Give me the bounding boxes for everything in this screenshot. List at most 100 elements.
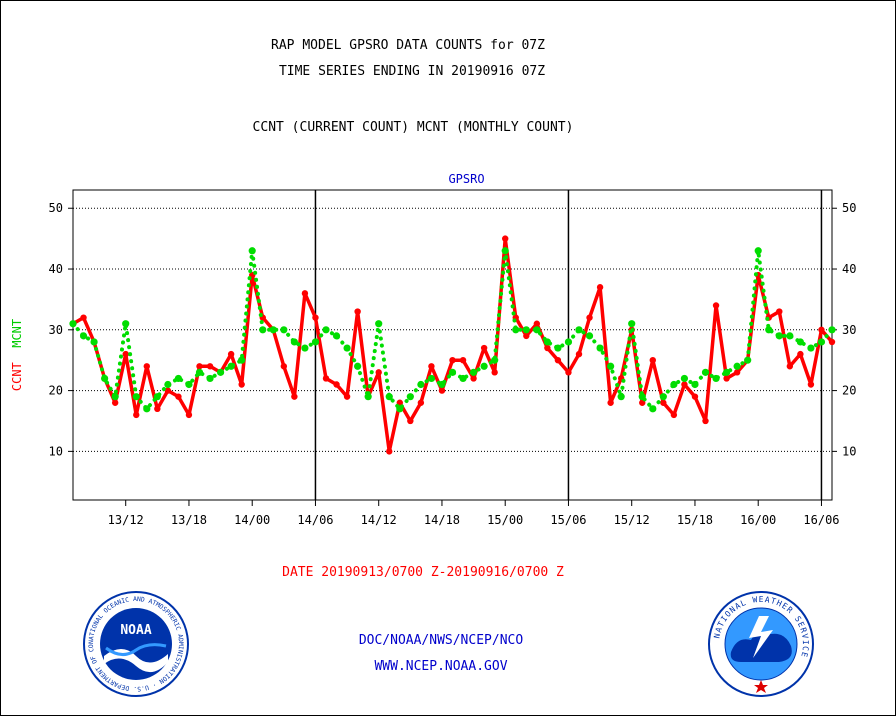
ccnt-point <box>712 302 720 309</box>
ccnt-series-line <box>72 236 834 454</box>
org-label: DOC/NOAA/NWS/NCEP/NCO <box>358 633 524 648</box>
mcnt-point <box>522 326 530 334</box>
ccnt-point <box>354 308 361 315</box>
ccnt-point <box>786 363 794 370</box>
mcnt-point <box>575 326 583 334</box>
ccnt-point <box>206 363 214 370</box>
ccnt-point <box>227 350 235 358</box>
mcnt-point <box>227 362 235 370</box>
mcnt-point <box>322 326 330 334</box>
chart-subtitle: CCNT (CURRENT COUNT) MCNT (MONTHLY COUNT… <box>252 120 574 135</box>
mcnt-point <box>701 368 710 376</box>
mcnt-point <box>248 247 256 255</box>
x-tick-label: 14/06 <box>297 513 333 527</box>
ccnt-point <box>502 235 509 242</box>
mcnt-point <box>417 380 425 389</box>
mcnt-point <box>564 338 573 346</box>
ccnt-point <box>533 320 541 327</box>
ccnt-point <box>343 393 351 400</box>
mcnt-point <box>406 393 414 401</box>
y-tick-label-right: 50 <box>842 201 856 215</box>
mcnt-point <box>659 393 667 401</box>
y-tick-label-left: 40 <box>49 262 63 276</box>
mcnt-point <box>533 326 541 334</box>
ccnt-point <box>596 284 604 291</box>
mcnt-point <box>543 338 551 346</box>
mcnt-point <box>185 380 193 389</box>
date-range-label: DATE 20190913/0700 Z-20190916/0700 Z <box>282 565 564 580</box>
ccnt-point <box>333 381 340 388</box>
mcnt-point <box>480 362 488 370</box>
mcnt-point <box>670 380 678 389</box>
ccnt-point <box>544 344 551 352</box>
ccnt-point <box>301 290 309 297</box>
x-tick-label: 16/06 <box>803 513 839 527</box>
y-tick-label-left: 10 <box>49 444 63 458</box>
mcnt-point <box>427 374 436 383</box>
mcnt-point <box>385 393 393 401</box>
ccnt-point <box>565 369 572 376</box>
nws-logo: NATIONAL WEATHER SERVICE <box>708 591 814 697</box>
noaa-logo-text: NOAA <box>120 623 151 638</box>
mcnt-point <box>512 326 520 334</box>
ccnt-point <box>80 314 87 321</box>
mcnt-point <box>132 393 140 401</box>
mcnt-point <box>796 338 804 346</box>
x-tick-label: 15/06 <box>550 513 586 527</box>
ccnt-point <box>733 369 741 376</box>
mcnt-point <box>733 362 741 370</box>
mcnt-point <box>448 368 457 376</box>
mcnt-point <box>501 247 509 255</box>
y-tick-label-right: 30 <box>842 323 856 337</box>
ccnt-point <box>586 314 593 321</box>
y-tick-label-left: 20 <box>49 384 63 398</box>
mcnt-point <box>617 393 625 401</box>
ccnt-point <box>691 393 699 400</box>
mcnt-point <box>828 326 836 334</box>
mcnt-point <box>722 368 731 376</box>
mcnt-point <box>174 374 183 383</box>
ccnt-point <box>681 381 688 388</box>
ccnt-point <box>523 332 530 340</box>
ccnt-point <box>702 417 709 425</box>
chart-title-line1: RAP MODEL GPSRO DATA COUNTS for 07Z <box>271 38 545 53</box>
mcnt-point <box>649 405 657 413</box>
ccnt-point <box>438 387 446 394</box>
mcnt-point <box>596 344 604 352</box>
mcnt-point <box>438 380 446 389</box>
mcnt-point <box>491 356 499 364</box>
x-tick-label: 14/18 <box>424 513 460 527</box>
website-link[interactable]: WWW.NCEP.NOAA.GOV <box>374 659 508 674</box>
y-tick-label-right: 10 <box>842 444 856 458</box>
mcnt-point <box>143 405 151 413</box>
mcnt-point <box>765 326 773 334</box>
ccnt-point <box>164 387 172 394</box>
ccnt-point <box>238 381 245 388</box>
mcnt-point <box>332 332 341 340</box>
ccnt-point <box>175 393 182 400</box>
x-tick-label: 14/12 <box>361 513 397 527</box>
y-tick-label-right: 40 <box>842 262 856 276</box>
mcnt-point <box>396 405 404 413</box>
mcnt-point <box>259 326 267 334</box>
ccnt-point <box>417 399 425 406</box>
x-tick-label: 15/00 <box>487 513 523 527</box>
mcnt-point <box>195 368 204 376</box>
mcnt-point <box>786 332 794 340</box>
mcnt-point <box>364 393 372 401</box>
mcnt-point <box>101 374 109 383</box>
ccnt-point <box>111 399 119 406</box>
ccnt-point <box>459 356 467 364</box>
ccnt-point <box>133 411 140 419</box>
mcnt-point <box>712 374 720 383</box>
plot-frame <box>72 189 833 501</box>
mcnt-point <box>744 356 752 364</box>
mcnt-point <box>638 393 646 401</box>
y-tick-label-left: 30 <box>49 323 63 337</box>
ccnt-point <box>122 350 129 358</box>
mcnt-point <box>343 344 351 352</box>
mcnt-point <box>807 344 815 352</box>
y-tick-label-right: 20 <box>842 384 856 398</box>
mcnt-point <box>554 344 562 352</box>
